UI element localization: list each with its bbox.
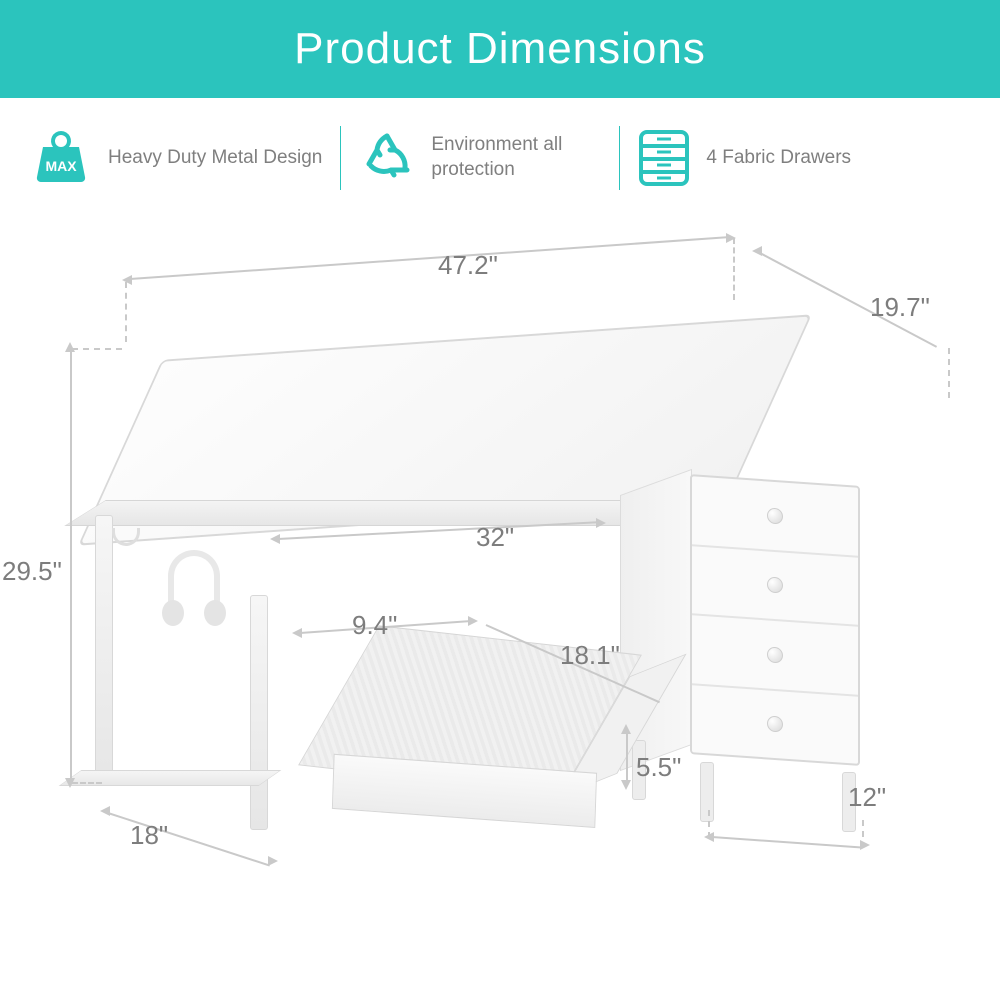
dim-drawer-h: 5.5" <box>636 752 681 783</box>
feature-heavy-duty: MAX Heavy Duty Metal Design <box>30 127 322 189</box>
dim-opening: 32" <box>476 522 514 553</box>
headphones-icon <box>168 550 220 620</box>
weight-max-icon: MAX <box>30 127 92 189</box>
feature-label: Heavy Duty Metal Design <box>108 146 322 171</box>
dim-guide <box>708 810 710 838</box>
feature-row: MAX Heavy Duty Metal Design Environment … <box>0 98 1000 200</box>
arrow-icon <box>270 534 280 544</box>
dim-width: 47.2" <box>438 250 498 281</box>
arrow-icon <box>65 342 75 352</box>
dim-guide <box>72 782 102 784</box>
max-label: MAX <box>45 158 77 174</box>
dim-leg-depth: 18" <box>130 820 168 851</box>
title-text: Product Dimensions <box>294 24 706 73</box>
divider <box>619 126 620 190</box>
arrow-icon <box>292 628 302 638</box>
dim-line-height <box>70 350 72 780</box>
dim-guide <box>862 820 864 848</box>
arrow-icon <box>122 275 132 285</box>
dim-line-width <box>130 236 729 280</box>
cabinet-leg <box>700 762 714 822</box>
desk-leg <box>250 595 268 830</box>
arrow-icon <box>268 856 278 866</box>
feature-label: 4 Fabric Drawers <box>706 146 851 171</box>
dim-line-cabinet-w <box>712 836 862 848</box>
desk-leg <box>95 515 113 785</box>
dim-cabinet-w: 12" <box>848 782 886 813</box>
dim-guide <box>125 282 127 342</box>
arrow-icon <box>596 518 606 528</box>
feature-label: Environment all protection <box>431 133 601 182</box>
arrow-icon <box>621 780 631 790</box>
feature-environment: Environment all protection <box>359 130 601 186</box>
dim-guide <box>948 348 950 398</box>
divider <box>340 126 341 190</box>
drawer <box>692 685 858 764</box>
dim-drawer-d: 18.1" <box>560 640 620 671</box>
feature-drawers: 4 Fabric Drawers <box>638 129 851 187</box>
dim-line-drawer-h <box>626 732 628 782</box>
drawer-cabinet <box>690 474 860 766</box>
title-banner: Product Dimensions <box>0 0 1000 98</box>
dim-guide <box>733 238 735 300</box>
dim-height: 29.5" <box>2 556 62 587</box>
dim-guide <box>72 348 122 350</box>
headphone-hook <box>112 528 140 546</box>
arrow-icon <box>621 724 631 734</box>
drawer <box>692 615 858 696</box>
arrow-icon <box>752 246 762 256</box>
recycle-icon <box>359 130 415 186</box>
drawer <box>692 546 858 627</box>
dim-drawer-w: 9.4" <box>352 610 397 641</box>
arrow-icon <box>100 806 110 816</box>
dimension-diagram: 47.2" 19.7" 29.5" 18" 32" 9.4" 18.1" 5.5… <box>0 200 1000 920</box>
dim-depth: 19.7" <box>870 292 930 323</box>
arrow-icon <box>468 616 478 626</box>
drawer <box>692 476 858 557</box>
drawers-icon <box>638 129 690 187</box>
